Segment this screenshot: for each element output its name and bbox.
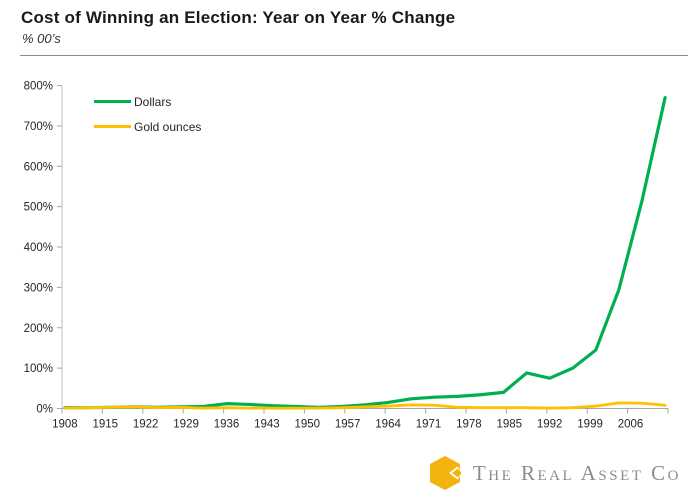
x-axis-tick-label: 1915	[92, 419, 118, 431]
dollars-line	[63, 96, 667, 410]
legend-item-gold-ounces[interactable]: Gold ounces	[94, 118, 201, 135]
chart-subtitle: % 00’s	[22, 31, 61, 46]
header-separator-line	[20, 55, 688, 56]
brand-logo[interactable]: The Real Asset Co	[429, 455, 681, 491]
legend-item-dollars[interactable]: Dollars	[94, 93, 201, 110]
x-axis-tick-label: 1943	[254, 419, 280, 431]
y-axis-tick-label: 700%	[24, 121, 53, 133]
y-axis-tick-label: 600%	[24, 161, 53, 173]
x-axis-tick-label: 1985	[496, 419, 522, 431]
x-axis-tick-label: 1908	[52, 419, 78, 431]
y-axis-tick-label: 400%	[24, 242, 53, 254]
gold-cube-hexagon-icon	[429, 456, 463, 490]
y-axis-tick-label: 500%	[24, 202, 53, 214]
x-axis-tick-label: 1936	[214, 419, 240, 431]
gold-ounces-line-swatch-icon	[94, 125, 131, 128]
x-axis-tick-label: 2006	[618, 419, 644, 431]
brand-name: The Real Asset Co	[472, 460, 681, 485]
x-axis-tick-label: 1950	[294, 419, 320, 431]
x-axis-tick-label: 1978	[456, 419, 482, 431]
chart-legend: Dollars Gold ounces	[94, 93, 201, 143]
y-axis-tick-label: 200%	[24, 323, 53, 335]
y-axis-tick-label: 100%	[24, 363, 53, 375]
legend-label-dollars: Dollars	[134, 94, 172, 109]
y-axis-tick-label: 800%	[24, 81, 53, 93]
x-axis-tick-label: 1999	[577, 419, 603, 431]
x-axis-tick-label: 1957	[335, 419, 361, 431]
chart-title: Cost of Winning an Election: Year on Yea…	[21, 8, 456, 27]
x-axis-tick-label: 1992	[537, 419, 563, 431]
y-axis-tick-label: 300%	[24, 282, 53, 294]
x-axis-tick-label: 1929	[173, 419, 199, 431]
x-axis-tick-label: 1971	[416, 419, 442, 431]
x-axis-tick-label: 1964	[375, 419, 401, 431]
dollars-line-swatch-icon	[94, 100, 131, 103]
legend-label-gold-ounces: Gold ounces	[134, 119, 202, 134]
gold-ounces-line	[63, 401, 667, 410]
y-axis-tick-label: 0%	[36, 404, 53, 416]
x-axis-tick-label: 1922	[133, 419, 159, 431]
